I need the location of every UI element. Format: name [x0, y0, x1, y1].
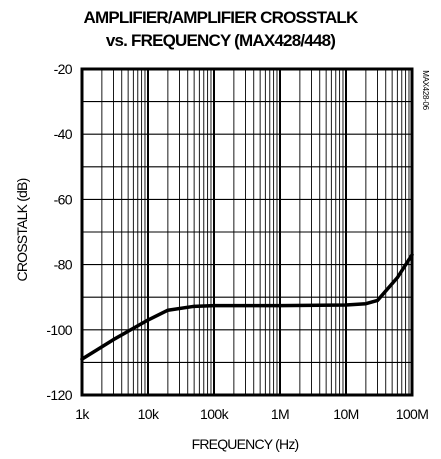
chart-subtitle: vs. FREQUENCY (MAX428/448) — [105, 31, 336, 50]
x-tick-label: 1k — [75, 406, 90, 422]
x-tick-label: 100k — [200, 406, 230, 422]
x-tick-label: 10k — [138, 406, 160, 422]
x-tick-label: 1M — [271, 406, 289, 422]
watermark: MAX428-06 — [421, 70, 430, 110]
x-tick-label: 100M — [396, 406, 429, 422]
plot-frame — [80, 67, 414, 397]
grid — [81, 68, 413, 396]
series-line — [80, 253, 414, 361]
x-tick-labels: 1k 10k 100k 1M 10M 100M — [75, 406, 429, 422]
y-tick-labels: -20 -40 -60 -80 -100 -120 — [46, 61, 73, 403]
y-axis-label: CROSSTALK (dB) — [14, 178, 30, 281]
y-tick-label: -80 — [54, 257, 73, 273]
y-tick-label: -40 — [54, 126, 73, 142]
y-tick-label: -120 — [46, 387, 72, 403]
x-axis-label: FREQUENCY (Hz) — [192, 436, 299, 452]
y-tick-label: -100 — [46, 322, 72, 338]
y-tick-label: -60 — [54, 191, 73, 207]
y-tick-label: -20 — [54, 61, 73, 77]
x-tick-label: 10M — [333, 406, 358, 422]
chart-title: AMPLIFIER/AMPLIFIER CROSSTALK — [83, 8, 359, 27]
